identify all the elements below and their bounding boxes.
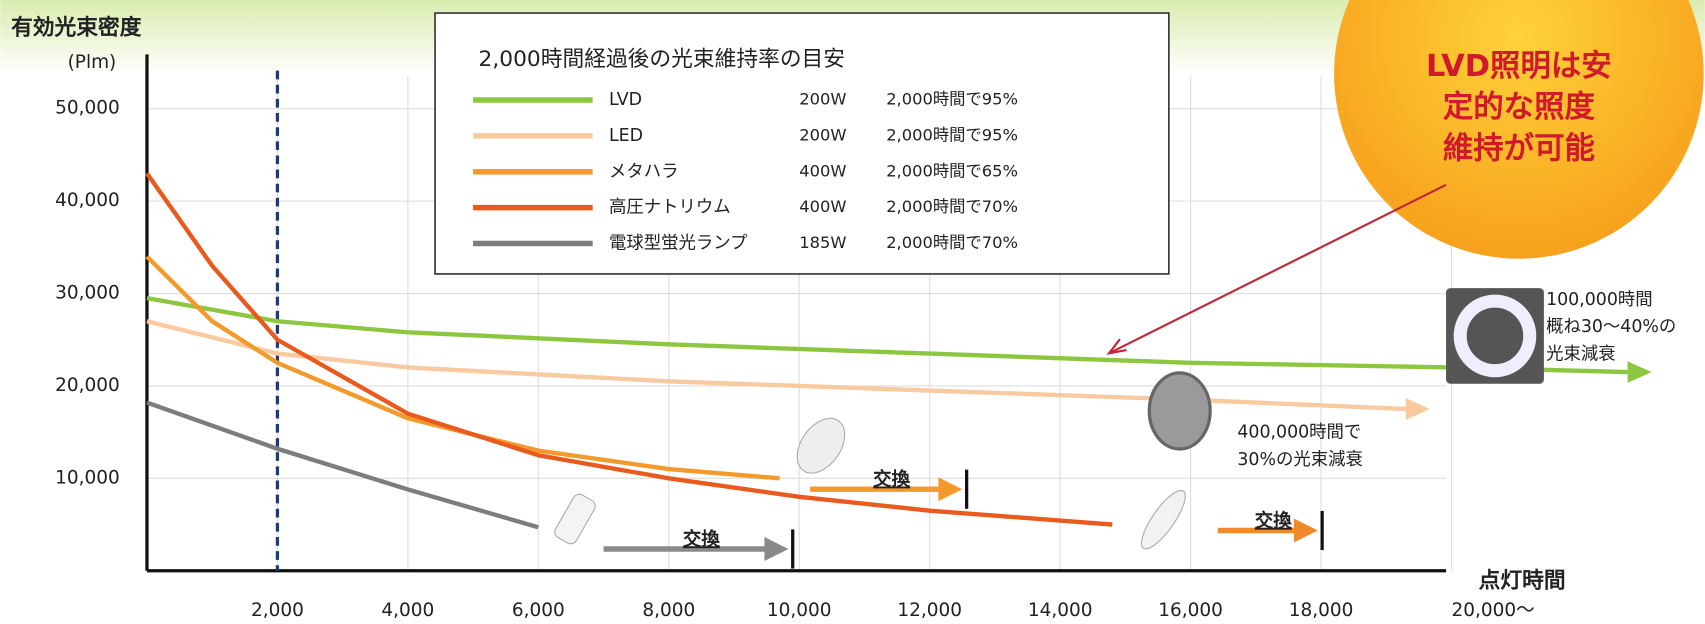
legend-wattage: 200W [799, 125, 846, 144]
sodium-bulb-icon [1141, 489, 1186, 550]
x-tick-label: 16,000 [1158, 600, 1223, 621]
legend-wattage: 185W [799, 233, 846, 252]
x-tick-label: 8,000 [642, 600, 695, 621]
y-axis-unit: (Plm) [68, 52, 117, 73]
series-line [145, 172, 1113, 527]
legend-note: 2,000時間で70% [886, 197, 1018, 216]
x-tick-label: 20,000〜 [1451, 600, 1534, 621]
legend-wattage: 200W [799, 90, 846, 109]
x-tick-label: 14,000 [1028, 600, 1093, 621]
x-tick-label: 10,000 [767, 600, 832, 621]
lvd-note: 概ね30～40%の [1546, 317, 1676, 337]
callout-text: LVD照明は安 [1426, 49, 1612, 84]
led-note: 30%の光束減衰 [1237, 450, 1363, 470]
led-fixture-icon [1147, 371, 1212, 451]
callout-text: 定的な照度 [1443, 90, 1596, 125]
x-axis-label: 点灯時間 [1479, 568, 1566, 594]
y-axis-label: 有効光束密度 [11, 14, 142, 40]
lvd-note: 100,000時間 [1546, 290, 1653, 310]
fluorescent-bulb-icon [554, 493, 596, 545]
led-note: 400,000時間で [1237, 423, 1361, 443]
x-tick-label: 6,000 [512, 600, 565, 621]
exchange-arrowhead [764, 537, 789, 561]
y-tick-label: 50,000 [55, 98, 120, 119]
x-tick-label: 2,000 [251, 600, 304, 621]
y-tick-label: 30,000 [55, 283, 120, 304]
exchange-label: 交換 [873, 469, 910, 491]
lvd-lamp-ring [1453, 294, 1537, 378]
series-arrowhead [1405, 398, 1430, 420]
legend-note: 2,000時間で95% [886, 125, 1018, 144]
legend-wattage: 400W [799, 197, 846, 216]
legend-name: 電球型蛍光ランプ [609, 234, 748, 254]
callout-pointer-head [1106, 338, 1127, 355]
series-line [146, 400, 539, 530]
legend-name: 高圧ナトリウム [609, 198, 731, 218]
callout-text: 維持が可能 [1443, 131, 1595, 167]
x-tick-label: 4,000 [381, 600, 434, 621]
x-tick-label: 12,000 [897, 600, 962, 621]
legend-box [434, 12, 1170, 275]
y-tick-label: 20,000 [55, 375, 120, 396]
legend-wattage: 400W [799, 161, 846, 180]
legend: LVD 200W 2,000時間で95% LED 200W 2,000時間で95% メタハラ… [473, 90, 1018, 254]
legend-name: LVD [609, 90, 642, 110]
exchange-arrowhead [1293, 518, 1318, 543]
x-tick-label: 18,000 [1289, 600, 1354, 621]
metahara-bulb-icon [796, 417, 846, 474]
legend-name: メタハラ [609, 162, 679, 182]
series-line [146, 295, 1628, 375]
lvd-note: 光束減衰 [1546, 344, 1616, 364]
legend-title: 2,000時間経過後の光束維持率の目安 [479, 47, 846, 72]
exchange-arrowhead [938, 477, 963, 502]
legend-note: 2,000時間で95% [886, 90, 1018, 109]
exchange-label: 交換 [683, 528, 720, 550]
y-tick-label: 10,000 [55, 467, 120, 488]
series-line [145, 255, 780, 481]
callout-pointer [1108, 183, 1447, 355]
legend-name: LED [609, 126, 643, 146]
exchange-label: 交換 [1255, 510, 1292, 532]
series-arrowhead [1627, 361, 1652, 383]
legend-note: 2,000時間で70% [886, 233, 1018, 252]
legend-note: 2,000時間で65% [886, 161, 1018, 180]
y-tick-label: 40,000 [55, 190, 120, 211]
